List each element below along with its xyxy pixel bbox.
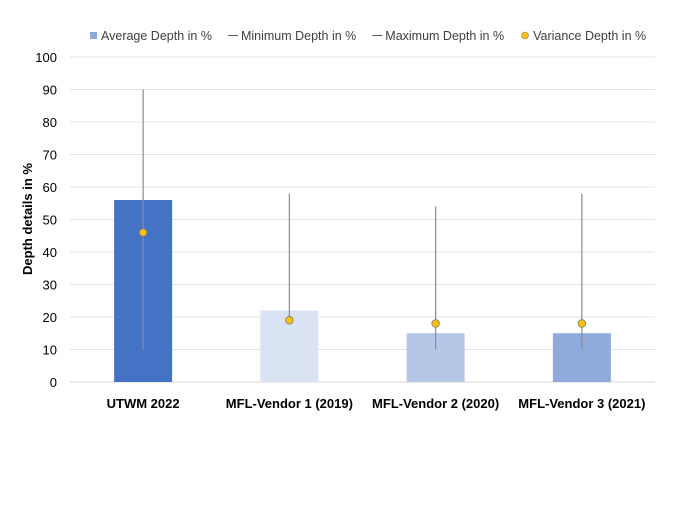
y-tick-label: 0 bbox=[50, 375, 57, 390]
y-tick-label: 100 bbox=[35, 50, 57, 65]
legend-marker-variance bbox=[521, 31, 529, 40]
bars bbox=[114, 200, 611, 382]
y-tick-label: 60 bbox=[43, 180, 57, 195]
y-tick-label: 90 bbox=[43, 83, 57, 98]
legend: Average Depth in % Minimum Depth in % Maxi… bbox=[90, 29, 646, 43]
variance-markers bbox=[138, 228, 587, 328]
legend-label: Variance Depth in % bbox=[533, 29, 646, 43]
x-tick-label: MFL-Vendor 1 (2019) bbox=[226, 396, 353, 411]
legend-label: Average Depth in % bbox=[101, 29, 212, 43]
y-tick-label: 20 bbox=[43, 310, 57, 325]
variance-marker-3 bbox=[431, 319, 440, 328]
variance-marker-4 bbox=[577, 319, 587, 328]
variance-marker-1 bbox=[138, 228, 148, 237]
x-axis-labels: UTWM 2022 MFL-Vendor 1 (2019) MFL-Vendor 2… bbox=[107, 396, 646, 411]
y-axis-ticks: 0 10 20 30 40 50 60 70 80 90 100 bbox=[35, 50, 57, 390]
legend-label: Minimum Depth in % bbox=[241, 29, 356, 43]
x-tick-label: MFL-Vendor 2 (2020) bbox=[372, 396, 499, 411]
legend-swatch-average bbox=[90, 32, 97, 39]
y-tick-label: 50 bbox=[43, 213, 57, 228]
x-tick-label: MFL-Vendor 3 (2021) bbox=[518, 396, 645, 411]
legend-label: Maximum Depth in % bbox=[385, 29, 504, 43]
y-tick-label: 30 bbox=[43, 278, 57, 293]
x-tick-label: UTWM 2022 bbox=[107, 396, 180, 411]
variance-marker-2 bbox=[285, 316, 294, 325]
y-tick-label: 80 bbox=[43, 115, 57, 130]
y-tick-label: 10 bbox=[43, 343, 57, 358]
y-tick-label: 40 bbox=[43, 245, 57, 260]
y-tick-label: 70 bbox=[43, 148, 57, 163]
y-axis-label: Depth details in % bbox=[20, 163, 35, 275]
